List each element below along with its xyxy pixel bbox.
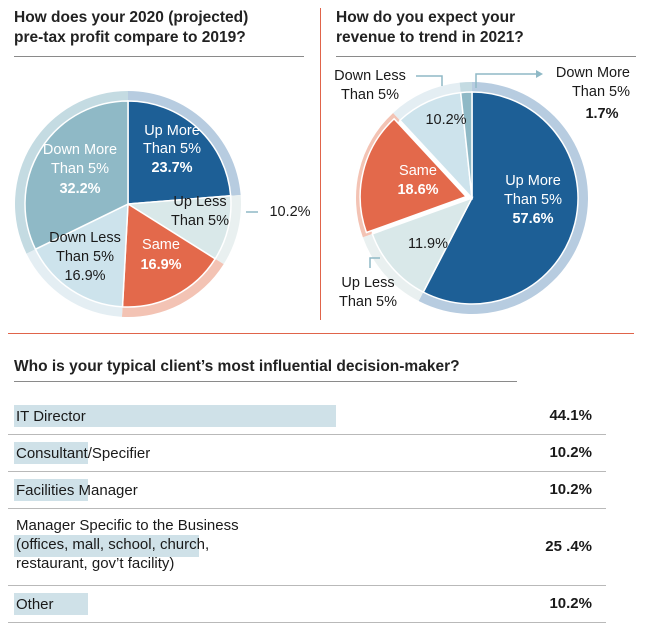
pie1-value-down-more: 1.7% bbox=[585, 106, 618, 122]
bar-value-3: 25 .4% bbox=[545, 538, 592, 555]
revenue-title-line1: How do you expect your bbox=[336, 9, 516, 26]
bar-label-line: (offices, mall, school, church, bbox=[16, 536, 210, 553]
section-divider bbox=[8, 333, 634, 334]
pie1-label-down-less-1: Down Less bbox=[334, 68, 406, 84]
pie0-slice-4 bbox=[24, 100, 129, 251]
pie0-ring-2 bbox=[121, 258, 224, 317]
pie1-label-down-less-2: Than 5% bbox=[341, 87, 399, 103]
profit-title-line1: How does your 2020 (projected) bbox=[14, 9, 249, 26]
pie1-label-up-less-2: Than 5% bbox=[339, 294, 397, 310]
pie1-leader-down-less bbox=[416, 75, 443, 86]
bar-label-line: Manager Specific to the Business bbox=[16, 517, 239, 534]
pie1-ring-4 bbox=[459, 82, 472, 93]
pie0-value-up-less: 10.2% bbox=[269, 204, 310, 220]
pie0-ring-4 bbox=[15, 91, 128, 254]
pie1-value-down-less: 10.2% bbox=[425, 112, 466, 128]
pie1-value-up-more: 57.6% bbox=[512, 211, 553, 227]
pie0-value-up-more: 23.7% bbox=[151, 160, 192, 176]
bar-label-line: Consultant/Specifier bbox=[16, 445, 151, 462]
bar-label-line: Other bbox=[16, 596, 54, 613]
pie0-value-same: 16.9% bbox=[140, 257, 181, 273]
decision-title-rule bbox=[14, 381, 517, 382]
profit-title-line2: pre-tax profit compare to 2019? bbox=[14, 29, 246, 46]
pie1-label-down-more-1: Down More bbox=[556, 65, 630, 81]
pie1-slice-2 bbox=[359, 117, 468, 234]
table-row: Facilities Manager 10.2% bbox=[8, 472, 606, 509]
revenue-chart-title: How do you expect your revenue to trend … bbox=[336, 8, 524, 48]
profit-title-rule bbox=[14, 56, 304, 57]
bar-2 bbox=[14, 479, 89, 501]
pie0-slice-0 bbox=[127, 100, 232, 205]
bar-value-4: 10.2% bbox=[549, 595, 592, 612]
bar-label-2: Facilities Manager bbox=[8, 472, 606, 500]
pie0-slice-3 bbox=[34, 202, 129, 308]
pie1-slice-0 bbox=[422, 91, 579, 305]
bar-value-0: 44.1% bbox=[549, 407, 592, 424]
pie1-label-up-more-1: Up More bbox=[505, 173, 561, 189]
pie1-slice-4 bbox=[459, 91, 473, 199]
pie1-label-same: Same bbox=[399, 163, 437, 179]
bar-4 bbox=[14, 593, 89, 615]
pie0-label-up-less-2: Than 5% bbox=[171, 213, 229, 229]
pie0-label-down-less-2: Than 5% bbox=[56, 249, 114, 265]
table-row: IT Director 44.1% bbox=[8, 398, 606, 435]
pie0-slice-2 bbox=[121, 202, 217, 308]
table-row: Manager Specific to the Business (offices… bbox=[8, 509, 606, 586]
pie0-value-down-more: 32.2% bbox=[59, 181, 100, 197]
bar-label-0: IT Director bbox=[8, 398, 606, 426]
pie1-leader-up-less bbox=[369, 257, 380, 268]
vertical-divider bbox=[320, 8, 321, 320]
pie1-label-up-less-1: Up Less bbox=[341, 275, 394, 291]
bar-label-line: IT Director bbox=[16, 408, 86, 425]
pie1-ring-1 bbox=[362, 233, 424, 302]
bar-0 bbox=[14, 405, 336, 427]
pie0-label-down-more-2: Than 5% bbox=[51, 161, 109, 177]
pie0-label-down-less-1: Down Less bbox=[49, 230, 121, 246]
bar-value-2: 10.2% bbox=[549, 481, 592, 498]
pie0-label-up-less-1: Up Less bbox=[173, 194, 226, 210]
pie1-leader-arrow bbox=[536, 70, 543, 78]
bar-3 bbox=[14, 535, 200, 557]
profit-chart-title: How does your 2020 (projected) pre-tax p… bbox=[14, 8, 248, 48]
pie1-leader-down-more bbox=[475, 73, 536, 88]
revenue-title-line2: revenue to trend in 2021? bbox=[336, 29, 524, 46]
bar-value-1: 10.2% bbox=[549, 444, 592, 461]
bar-label-line: Facilities Manager bbox=[16, 482, 138, 499]
bar-label-4: Other bbox=[8, 586, 606, 614]
pie1-slice-1 bbox=[371, 196, 474, 294]
bar-1 bbox=[14, 442, 89, 464]
pie0-label-up-more-2: Than 5% bbox=[143, 141, 201, 157]
pie1-value-same: 18.6% bbox=[397, 182, 438, 198]
pie0-ring-3 bbox=[26, 249, 123, 317]
pie0-value-down-less: 16.9% bbox=[64, 268, 105, 284]
pie1-value-up-less: 11.9% bbox=[408, 236, 448, 252]
pie0-label-up-more-1: Up More bbox=[144, 123, 200, 139]
pie1-label-down-more-2: Than 5% bbox=[572, 84, 630, 100]
pie1-label-up-more-2: Than 5% bbox=[504, 192, 562, 208]
revenue-title-rule bbox=[336, 56, 636, 57]
decision-chart-title: Who is your typical client’s most influe… bbox=[14, 358, 460, 375]
bar-label-1: Consultant/Specifier bbox=[8, 435, 606, 463]
table-row: Other 10.2% bbox=[8, 586, 606, 623]
table-row: Consultant/Specifier 10.2% bbox=[8, 435, 606, 472]
bar-label-line: restaurant, gov’t facility) bbox=[16, 555, 175, 572]
pie-charts: Up More Than 5% 23.7% Up Less Than 5% 10.2% Sa… bbox=[15, 65, 630, 317]
pie0-label-down-more-1: Down More bbox=[43, 142, 117, 158]
decision-maker-table: IT Director 44.1% Consultant/Specifier 10.2… bbox=[8, 398, 606, 623]
bar-label-3: Manager Specific to the Business (offices… bbox=[8, 509, 606, 573]
pie0-label-same: Same bbox=[142, 237, 180, 253]
